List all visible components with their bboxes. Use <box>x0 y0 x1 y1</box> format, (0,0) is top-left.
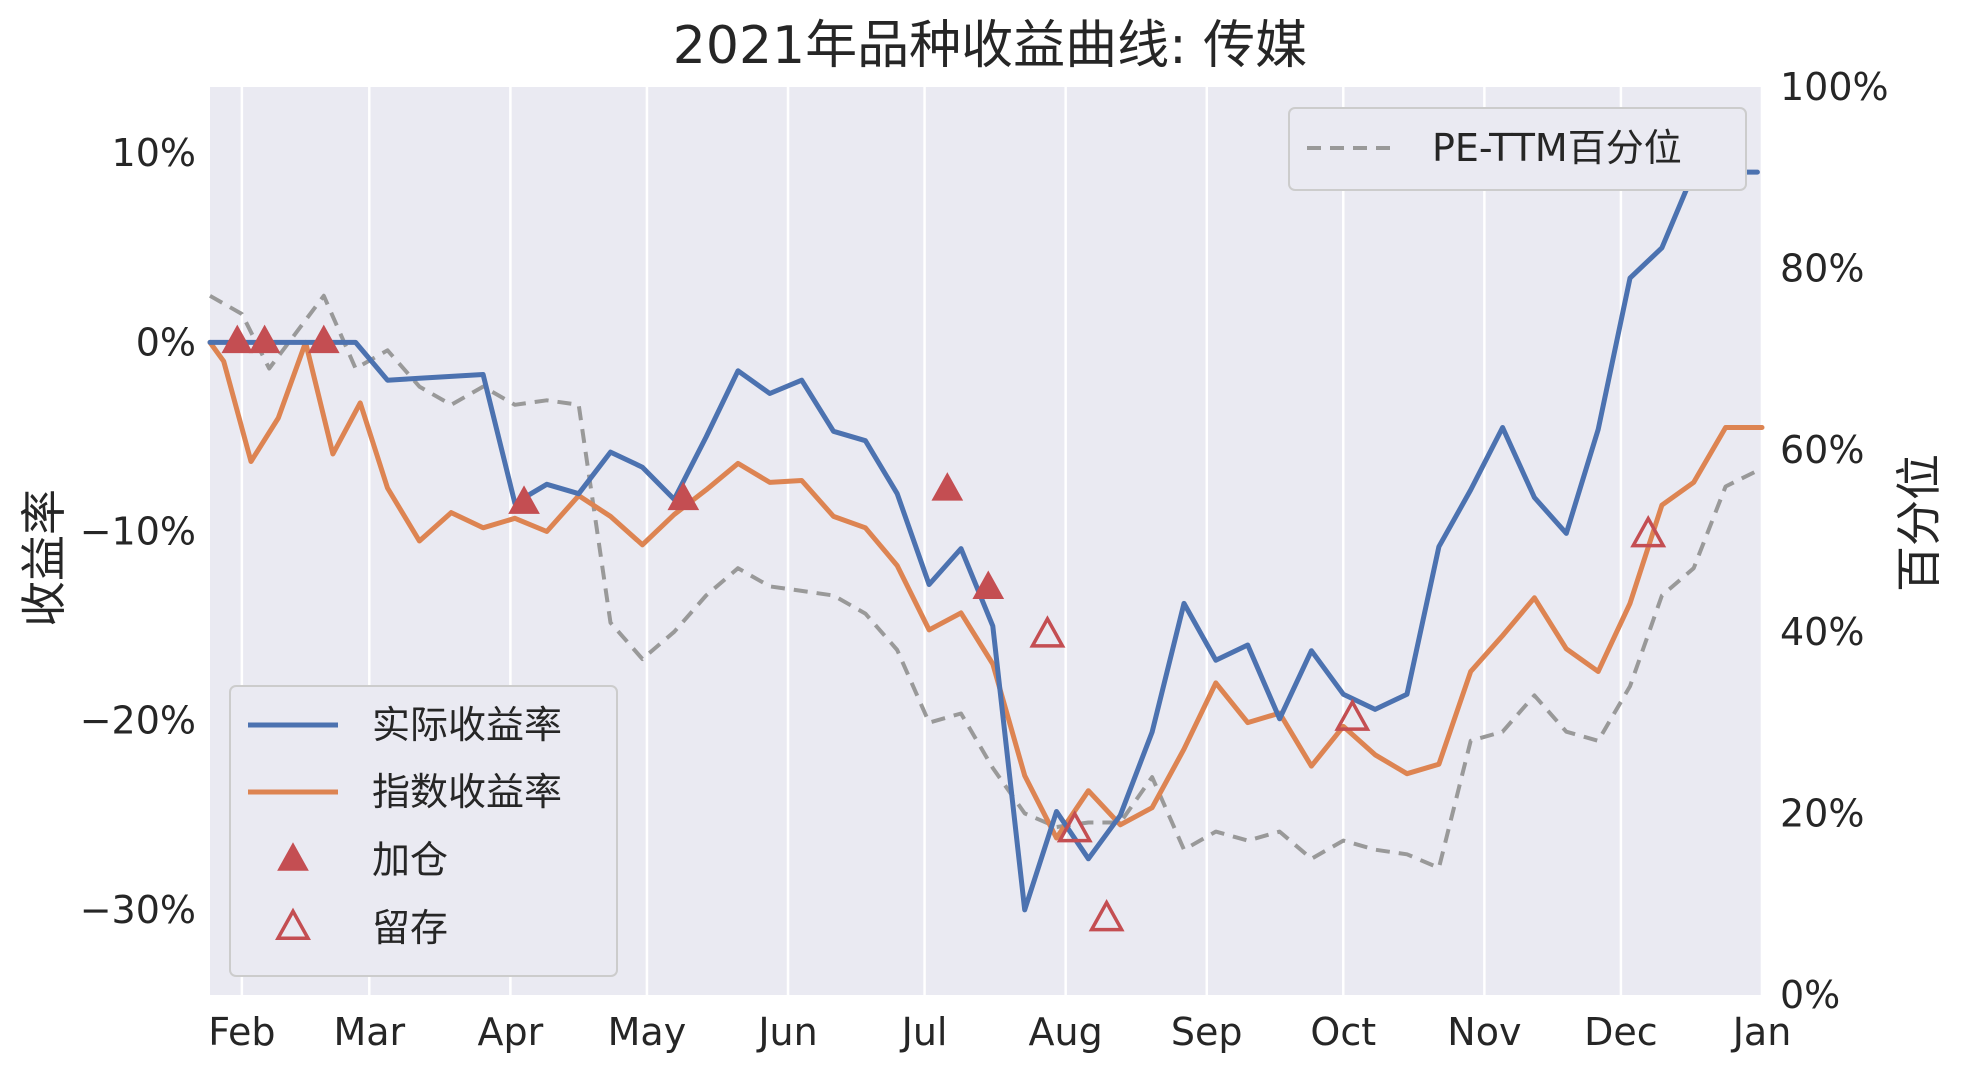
hold-position-marker <box>1029 615 1066 648</box>
x-tick-label: Sep <box>1171 1010 1243 1054</box>
y-left-tick-label: −20% <box>80 699 196 743</box>
y-left-tick-label: 0% <box>136 320 196 364</box>
hold-position-marker <box>1088 898 1125 932</box>
legend-swatch <box>275 907 311 941</box>
series-layer <box>207 169 1765 913</box>
y-right-tick-label: 20% <box>1780 791 1864 835</box>
y-left-tick-label: −10% <box>80 510 196 554</box>
add-position-marker <box>307 324 340 354</box>
y-axis-right: 100% 80% 60% 40% 20% 0% <box>1780 65 1889 1017</box>
series-line-0 <box>207 169 1760 913</box>
add-position-marker <box>931 472 964 501</box>
legend-frame <box>1288 107 1747 191</box>
y-left-tick-label: 10% <box>112 131 196 175</box>
grid-lines <box>240 87 1764 995</box>
legend-label: 指数收益率 <box>372 770 562 814</box>
x-tick-label: Feb <box>208 1010 275 1054</box>
legend-label: 留存 <box>372 906 448 950</box>
add-position-marker <box>508 485 540 514</box>
series-line-2 <box>209 293 1763 870</box>
y-right-tick-label: 60% <box>1780 428 1864 472</box>
x-tick-label: Dec <box>1584 1010 1658 1054</box>
y-axis-right-label: 百分位 <box>1892 454 1946 592</box>
x-tick-label: Oct <box>1310 1010 1376 1054</box>
hold-position-marker <box>1630 514 1667 548</box>
x-tick-label: Jun <box>756 1010 817 1054</box>
add-position-marker <box>972 570 1005 600</box>
marker-layer <box>221 324 1667 932</box>
y-right-tick-label: 40% <box>1780 610 1864 654</box>
legend-label: 加仓 <box>372 838 448 882</box>
x-tick-label: Jul <box>900 1010 948 1054</box>
add-position-marker <box>248 324 281 354</box>
y-axis-left-label: 收益率 <box>17 489 71 627</box>
chart-title: 2021年品种收益曲线: 传媒 <box>673 16 1307 76</box>
hold-position-marker <box>1334 698 1371 731</box>
x-tick-label: Jan <box>1731 1010 1792 1054</box>
x-tick-label: Nov <box>1447 1010 1521 1054</box>
legend-label: PE-TTM百分位 <box>1432 126 1682 170</box>
legend-swatch <box>277 842 309 871</box>
add-position-marker <box>221 324 254 354</box>
y-right-tick-label: 80% <box>1780 247 1864 291</box>
legend-pe: PE-TTM百分位 <box>1288 107 1747 191</box>
y-axis-left: 10% 0% −10% −20% −30% <box>80 131 196 932</box>
x-tick-label: Mar <box>333 1010 405 1054</box>
x-tick-label: Aug <box>1029 1010 1103 1054</box>
x-axis: Feb Mar Apr May Jun Jul Aug Sep Oct Nov Dec Jan <box>208 1010 1791 1054</box>
legend-frame <box>229 685 618 977</box>
y-right-tick-label: 100% <box>1780 65 1889 109</box>
legend-label: 实际收益率 <box>372 703 562 747</box>
series-line-1 <box>207 339 1765 841</box>
x-tick-label: Apr <box>478 1010 544 1054</box>
y-left-tick-label: −30% <box>80 888 196 932</box>
hold-position-marker <box>1056 810 1093 843</box>
add-position-marker <box>667 481 700 511</box>
x-tick-label: May <box>608 1010 687 1054</box>
y-right-tick-label: 0% <box>1780 973 1840 1017</box>
